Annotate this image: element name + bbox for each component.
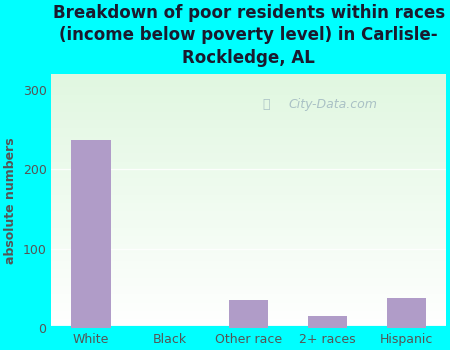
Text: 🔍: 🔍 (262, 98, 270, 111)
Bar (387, 298, 426, 328)
Bar (229, 300, 268, 328)
Title: Breakdown of poor residents within races
(income below poverty level) in Carlisl: Breakdown of poor residents within races… (53, 4, 445, 66)
Text: City-Data.com: City-Data.com (288, 98, 377, 111)
Bar (71, 140, 111, 328)
Y-axis label: absolute numbers: absolute numbers (4, 138, 17, 264)
Bar (308, 316, 347, 328)
